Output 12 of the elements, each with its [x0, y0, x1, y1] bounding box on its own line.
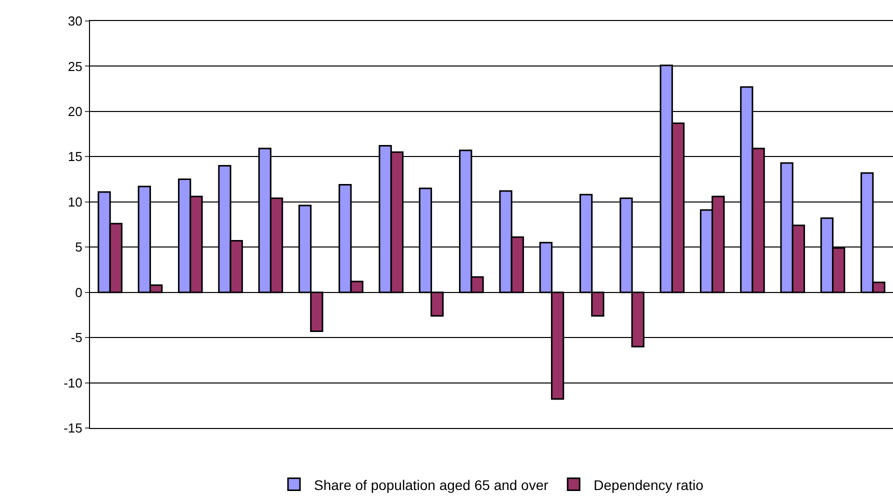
y-tick-label: 20 — [68, 104, 82, 119]
y-tick-label: -5 — [70, 330, 82, 346]
y-tick-label: 10 — [68, 194, 82, 210]
y-tick-label: 25 — [68, 58, 82, 74]
y-tick-label: -15 — [64, 420, 82, 436]
y-tick-label: -10 — [64, 375, 82, 390]
y-tick-label: 5 — [75, 240, 82, 255]
legend-label: Share of population aged 65 and over — [314, 476, 549, 493]
y-tick-label: 0 — [75, 284, 82, 300]
y-tick-label: 15 — [68, 149, 82, 164]
legend-label: Dependency ratio — [594, 476, 704, 493]
y-tick-label: 30 — [68, 14, 82, 29]
